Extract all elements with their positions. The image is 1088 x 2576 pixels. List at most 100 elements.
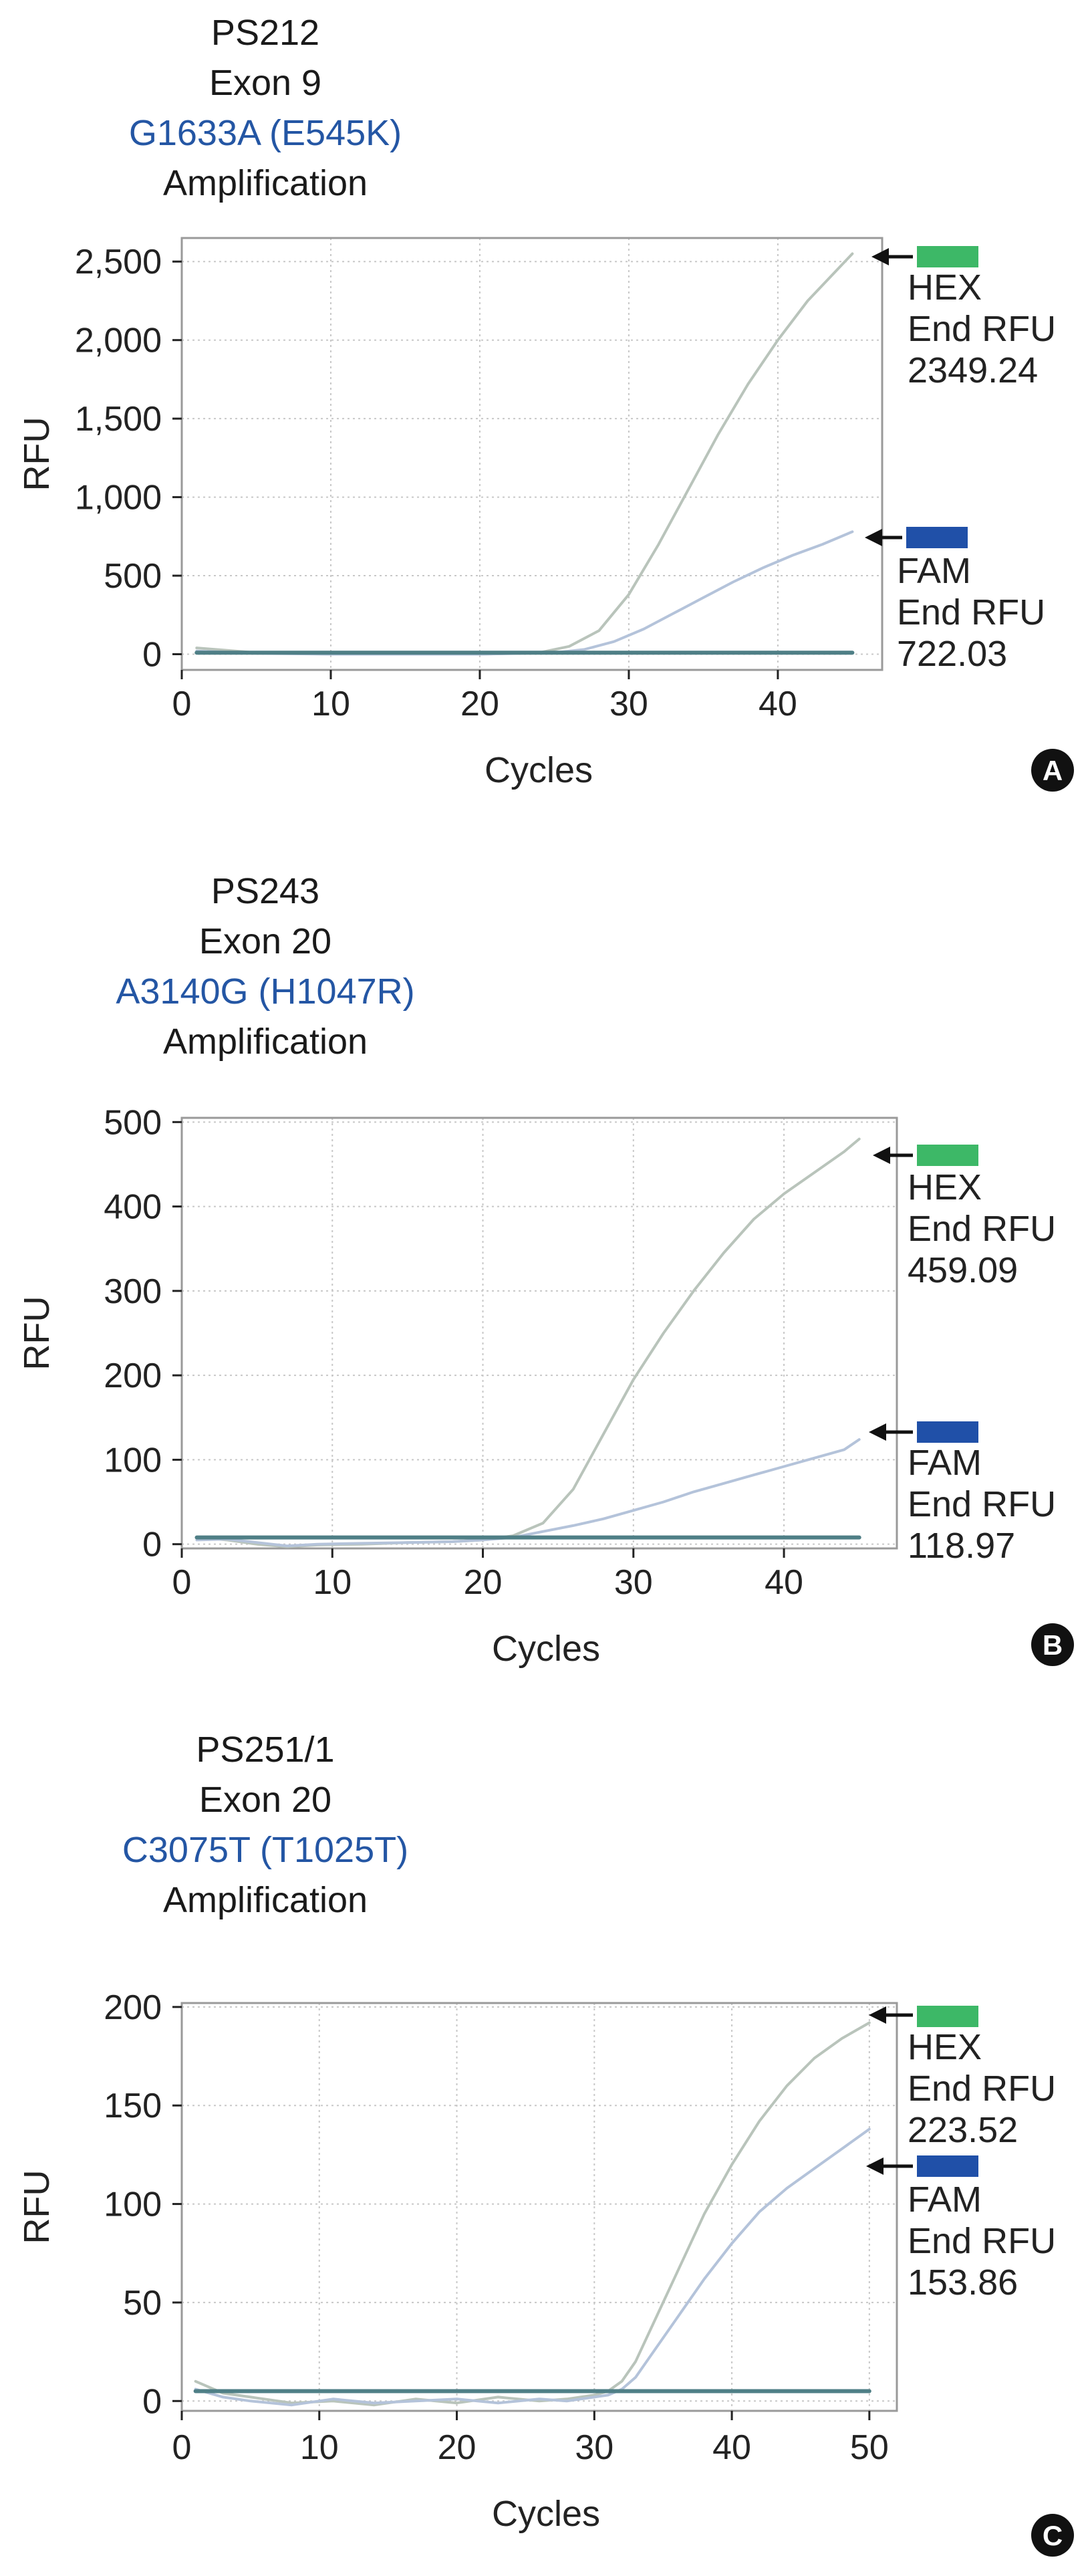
panel-badge [1031, 749, 1074, 792]
legend-end-rfu-label-hex: End RFU [908, 309, 1056, 349]
y-tick-label: 1,500 [75, 400, 162, 439]
legend-end-rfu-value-hex: 223.52 [908, 2110, 1018, 2150]
chart-panel-c: PS251/1 Exon 20 C3075T (T1025T) Amplificati… [0, 1717, 1088, 2575]
x-tick-label: 40 [759, 685, 797, 723]
x-tick-label: 30 [614, 1563, 653, 1602]
x-tick-label: 0 [172, 2428, 192, 2467]
chart-svg: 0 10 20 30 400100200300400500CyclesRFUHEXEnd… [17, 1103, 1074, 1669]
x-axis-label: Cycles [492, 1629, 600, 1669]
legend-swatch-fam [917, 1421, 978, 1443]
plot-frame [180, 1117, 898, 1550]
legend-end-rfu-label-fam: End RFU [897, 592, 1045, 632]
chart-title-exon: Exon 9 [209, 63, 322, 103]
legend-end-rfu-label-fam: End RFU [908, 1484, 1056, 1524]
series-line-hex [195, 252, 854, 656]
legend-series-name-fam: FAM [908, 2180, 982, 2220]
y-tick-label: 2,000 [75, 322, 162, 360]
series-line-fam [195, 1438, 861, 1548]
x-tick-label: 10 [300, 2428, 339, 2467]
y-tick-label: 0 [142, 636, 162, 675]
legend-arrowhead-hex [873, 1147, 890, 1164]
legend-end-rfu-value-hex: 2349.24 [908, 350, 1038, 390]
legend-end-rfu-value-fam: 118.97 [908, 1526, 1015, 1566]
legend-series-name-hex: HEX [908, 2027, 982, 2067]
series-line-fam [195, 530, 854, 656]
y-axis-label: RFU [17, 417, 57, 491]
x-tick-label: 30 [575, 2428, 614, 2467]
series-line-hex [194, 2021, 871, 2407]
legend-end-rfu-label-fam: End RFU [908, 2221, 1056, 2261]
y-tick-label: 100 [104, 2186, 162, 2224]
chart-title-mutation: C3075T (T1025T) [122, 1830, 409, 1870]
legend-swatch-hex [917, 1145, 978, 1166]
chart-title-exon: Exon 20 [198, 921, 332, 961]
y-tick-label: 300 [104, 1272, 162, 1311]
y-tick-label: 1,000 [75, 479, 162, 517]
panel-badge-label: A [1043, 755, 1063, 786]
x-tick-label: 30 [609, 685, 648, 723]
legend-swatch-hex [917, 246, 978, 267]
y-tick-label: 100 [104, 1441, 162, 1480]
legend-swatch-fam [917, 2155, 978, 2177]
x-tick-label: 10 [311, 685, 350, 723]
chart-title-amplification: Amplification [162, 1022, 368, 1062]
y-tick-label: 200 [104, 1988, 162, 2027]
legend-arrowhead-hex [869, 2006, 886, 2024]
legend-arrowhead-fam [865, 529, 882, 546]
y-tick-label: 2,500 [75, 243, 162, 281]
y-tick-label: 0 [142, 1526, 162, 1564]
panel-badge-label: C [1043, 2520, 1063, 2551]
y-tick-label: 0 [142, 2382, 162, 2421]
x-tick-label: 0 [172, 685, 192, 723]
chart-panel-a: PS212 Exon 9 G1633A (E545K) Amplification 0 1… [0, 0, 1088, 858]
y-tick-label: 500 [104, 557, 162, 596]
x-tick-label: 20 [438, 2428, 477, 2467]
y-tick-label: 400 [104, 1188, 162, 1227]
legend-series-name-fam: FAM [897, 551, 971, 591]
x-tick-label: 20 [460, 685, 499, 723]
chart-title-mutation: G1633A (E545K) [128, 113, 402, 153]
x-tick-label: 0 [172, 1563, 192, 1602]
legend-swatch-fam [906, 527, 968, 548]
x-axis-label: Cycles [492, 2494, 600, 2534]
legend-end-rfu-value-fam: 153.86 [908, 2262, 1018, 2303]
legend-arrowhead-hex [871, 248, 889, 265]
x-tick-label: 50 [850, 2428, 889, 2467]
y-axis-label: RFU [17, 2170, 57, 2244]
x-tick-label: 10 [313, 1563, 352, 1602]
chart-title-amplification: Amplification [162, 163, 368, 203]
legend-end-rfu-label-hex: End RFU [908, 1209, 1056, 1249]
legend-series-name-hex: HEX [908, 1167, 982, 1207]
chart-title-exon: Exon 20 [198, 1780, 332, 1820]
legend-series-name-fam: FAM [908, 1443, 982, 1483]
chart-title-sample: PS251/1 [196, 1730, 335, 1770]
y-tick-label: 150 [104, 2087, 162, 2125]
chart-title-sample: PS212 [211, 13, 320, 53]
legend-arrowhead-fam [869, 1423, 886, 1441]
chart-title-sample: PS243 [211, 871, 320, 911]
x-tick-label: 20 [464, 1563, 503, 1602]
y-tick-label: 500 [104, 1103, 162, 1142]
grid [182, 238, 882, 670]
x-tick-label: 40 [712, 2428, 751, 2467]
legend-end-rfu-value-hex: 459.09 [908, 1250, 1018, 1290]
chart-svg: 0 10 20 30 40 0 500 1,000 1,500 2,000 2,500 Cycles R… [17, 237, 1074, 792]
plot-frame [180, 2002, 898, 2412]
legend-arrowhead-fam [866, 2157, 883, 2175]
panel-badge [1031, 2514, 1074, 2557]
x-tick-label: 40 [765, 1563, 803, 1602]
y-tick-label: 200 [104, 1357, 162, 1395]
legend-swatch-hex [917, 2006, 978, 2027]
chart-title-mutation: A3140G (H1047R) [116, 971, 415, 1012]
legend-end-rfu-value-fam: 722.03 [897, 634, 1007, 674]
legend-series-name-hex: HEX [908, 267, 982, 308]
chart-title-amplification: Amplification [162, 1880, 368, 1920]
plot-frame [180, 237, 883, 671]
series-line-hex [195, 1137, 861, 1548]
chart-panel-b: PS243 Exon 20 A3140G (H1047R) Amplification… [0, 858, 1088, 1717]
legend-end-rfu-label-hex: End RFU [908, 2069, 1056, 2109]
grid [182, 2003, 897, 2411]
grid [182, 1118, 897, 1548]
panel-badge-label: B [1043, 1629, 1063, 1661]
